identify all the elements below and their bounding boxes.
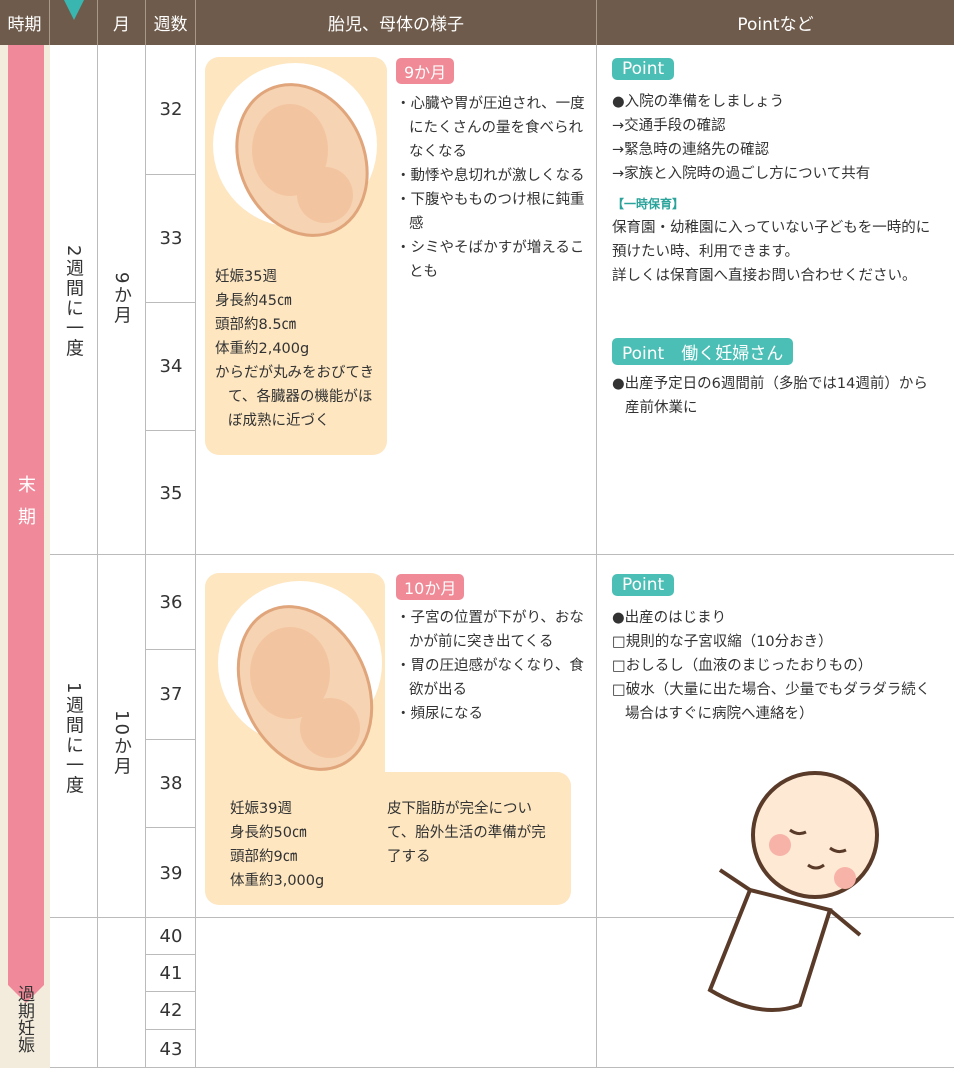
cell (98, 555, 146, 918)
symptom: ・子宮の位置が下がり、おなかが前に突き出てくる (396, 610, 584, 650)
header-status: 胎児、母体の様子 (196, 0, 597, 45)
week: 36 (146, 555, 196, 650)
stat: 妊娠39週 (230, 801, 292, 817)
frequency: 2週間に一度 (63, 245, 84, 359)
childcare-title: 【一時保育】 (612, 197, 685, 211)
cell (98, 918, 146, 1068)
week: 35 (159, 482, 183, 504)
cell (146, 45, 196, 555)
point: →家族と入院時の過ごし方について共有 (612, 166, 871, 182)
cell (597, 45, 954, 555)
stat: 頭部約9㎝ (230, 849, 298, 865)
symptom: ・心臓や胃が圧迫され、一度にたくさんの量を食べられなくなる (396, 96, 585, 160)
cell (50, 45, 98, 555)
cell (50, 918, 98, 1068)
week: 42 (146, 992, 196, 1030)
stats: 妊娠35週 身長約45㎝ 頭部約8.5㎝ 体重約2,400g からだが丸みをおび… (215, 265, 385, 433)
stat: 妊娠35週 (215, 269, 277, 285)
work: ●出産予定日の6週間前（多胎では14週前）から産前休業に (612, 372, 942, 420)
stat: からだが丸みをおびてきて、各臓器の機能がほぼ成熟に近づく (215, 365, 375, 429)
week: 33 (146, 175, 196, 303)
week: 32 (146, 45, 196, 175)
point: →交通手段の確認 (612, 118, 726, 134)
work-badge: Point 働く妊婦さん (612, 338, 794, 365)
period-overdue: 過期妊娠 (14, 985, 34, 1053)
symptom: ・胃の圧迫感がなくなり、食欲が出る (396, 658, 584, 698)
symptoms: ・心臓や胃が圧迫され、一度にたくさんの量を食べられなくなる ・動悸や息切れが激し… (396, 92, 586, 284)
header-point: Pointなど (597, 0, 954, 45)
baby-illustration (707, 771, 879, 1012)
week: 41 (146, 955, 196, 992)
symptom: ・下腹やもものつけ根に鈍重感 (396, 192, 585, 232)
info-card (205, 772, 571, 905)
point: ●出産のはじまり (612, 610, 727, 626)
cell (50, 555, 98, 918)
month-badge: 9か月 (396, 58, 455, 84)
symptom: ・頻尿になる (396, 706, 483, 722)
week: 38 (146, 740, 196, 828)
week: 34 (146, 303, 196, 431)
week: 37 (146, 650, 196, 740)
week: 40 (146, 918, 196, 955)
point: □おしるし（血液のまじったおりもの） (612, 658, 873, 674)
cell (196, 918, 597, 1068)
stats-note: 皮下脂肪が完全について、胎外生活の準備が完了する (387, 801, 546, 865)
month-badge: 10か月 (396, 574, 465, 600)
points: ●入院の準備をしましょう →交通手段の確認 →緊急時の連絡先の確認 →家族と入院… (612, 90, 942, 288)
cell (146, 918, 196, 1068)
period-bar (8, 45, 44, 1003)
header-month: 月 (98, 0, 146, 45)
cell (98, 45, 146, 555)
point-badge: Point (612, 58, 675, 80)
stat: 体重約2,400g (215, 341, 310, 357)
points: ●出産のはじまり □規則的な子宮収縮（10分おき） □おしるし（血液のまじったお… (612, 606, 942, 726)
point: ●入院の準備をしましょう (612, 94, 785, 110)
symptom: ・動悸や息切れが激しくなる (396, 168, 585, 184)
stat: 体重約3,000g (230, 873, 325, 889)
cell (146, 555, 196, 918)
week: 39 (159, 862, 183, 884)
work-item: ●出産予定日の6週間前（多胎では14週前）から産前休業に (612, 376, 928, 416)
fetus-illustration (218, 581, 382, 771)
week: 43 (159, 1038, 183, 1060)
period-late: 末期 (15, 475, 36, 539)
childcare: 保育園・幼稚園に入っていない子どもを一時的に預けたい時、利用できます。 (612, 220, 931, 260)
stat: 頭部約8.5㎝ (215, 317, 297, 333)
arrow (64, 0, 84, 20)
point-badge: Point (612, 574, 675, 596)
point: □破水（大量に出た場合、少量でもダラダラ続く場合はすぐに病院へ連絡を） (612, 682, 931, 722)
stat: 身長約50㎝ (230, 825, 307, 841)
stat: 身長約45㎝ (215, 293, 292, 309)
point: □規則的な子宮収縮（10分おき） (612, 634, 833, 650)
fetus-illustration (213, 63, 377, 237)
stats: 妊娠39週 身長約50㎝ 頭部約9㎝ 体重約3,000g (230, 797, 380, 893)
symptoms: ・子宮の位置が下がり、おなかが前に突き出てくる ・胃の圧迫感がなくなり、食欲が出… (396, 606, 591, 726)
header-week: 週数 (146, 0, 196, 45)
symptom: ・シミやそばかすが増えることも (396, 240, 585, 280)
month: 9か月 (111, 272, 132, 326)
month: 10か月 (111, 710, 132, 777)
header-period: 時期 (0, 0, 50, 45)
frequency: 1週間に一度 (63, 682, 84, 796)
point: →緊急時の連絡先の確認 (612, 142, 770, 158)
childcare: 詳しくは保育園へ直接お問い合わせください。 (612, 268, 917, 284)
